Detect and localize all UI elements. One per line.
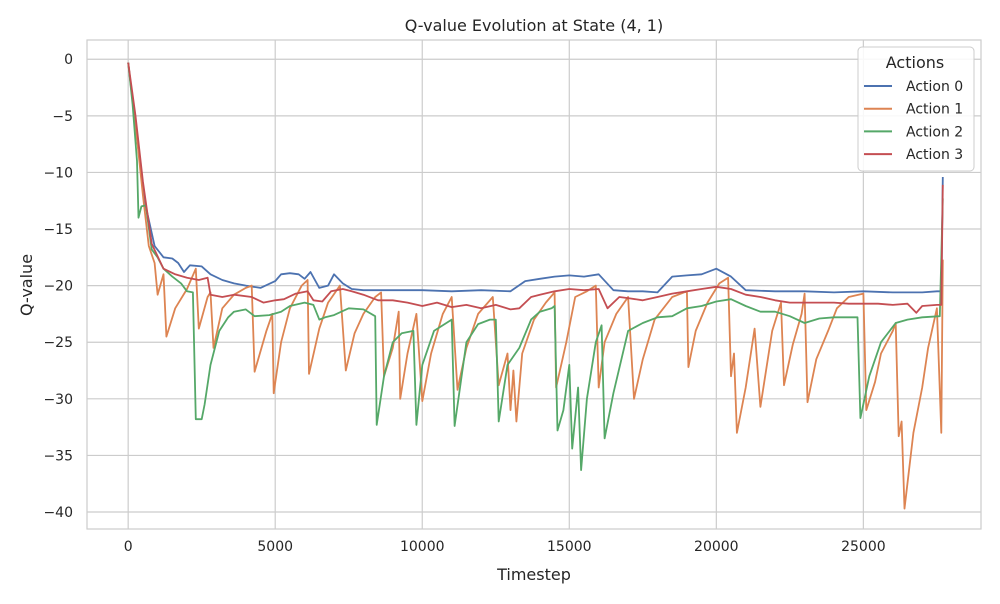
tick-layer: 0 5000 10000 15000 20000 25000 0 −5 −10 −15 −20 −25… bbox=[43, 52, 885, 555]
y-tick-label: −35 bbox=[43, 448, 73, 464]
x-tick-label: 5000 bbox=[257, 539, 293, 555]
series-layer bbox=[127, 62, 944, 510]
legend-label: Action 0 bbox=[906, 79, 963, 95]
legend-entry-action-2: Action 2 bbox=[864, 124, 963, 140]
y-tick-label: −30 bbox=[43, 392, 73, 408]
y-tick-label: −25 bbox=[43, 335, 73, 351]
y-tick-label: −5 bbox=[52, 109, 73, 125]
legend-entry-action-0: Action 0 bbox=[864, 79, 963, 95]
y-tick-label: −15 bbox=[43, 222, 73, 238]
chart-title: Q-value Evolution at State (4, 1) bbox=[405, 16, 663, 35]
series-line-action-1 bbox=[127, 62, 944, 510]
y-tick-label: −10 bbox=[43, 165, 73, 181]
series-line-action-2 bbox=[127, 62, 944, 471]
legend-label: Action 2 bbox=[906, 124, 963, 140]
legend-entry-action-3: Action 3 bbox=[864, 147, 963, 163]
legend-entries: Action 0 Action 1 Action 2 Action 3 bbox=[864, 79, 963, 163]
y-axis-label: Q-value bbox=[17, 254, 36, 316]
legend: Actions Action 0 Action 1 Action 2 Action 3 bbox=[857, 46, 975, 172]
y-tick-label: −40 bbox=[43, 505, 73, 521]
y-tick-label: 0 bbox=[64, 52, 73, 68]
x-axis-label: Timestep bbox=[496, 565, 571, 584]
series-line-action-0 bbox=[127, 62, 944, 294]
legend-title: Actions bbox=[886, 53, 944, 72]
legend-box bbox=[857, 46, 975, 172]
legend-label: Action 3 bbox=[906, 147, 963, 163]
legend-label: Action 1 bbox=[906, 102, 963, 118]
x-tick-label: 20000 bbox=[694, 539, 739, 555]
y-tick-label: −20 bbox=[43, 279, 73, 295]
x-tick-label: 0 bbox=[124, 539, 133, 555]
x-tick-label: 10000 bbox=[400, 539, 445, 555]
x-tick-label: 25000 bbox=[841, 539, 886, 555]
grid-layer bbox=[87, 40, 981, 529]
legend-entry-action-1: Action 1 bbox=[864, 102, 963, 118]
series-line-action-3 bbox=[127, 62, 944, 314]
x-tick-label: 15000 bbox=[547, 539, 592, 555]
